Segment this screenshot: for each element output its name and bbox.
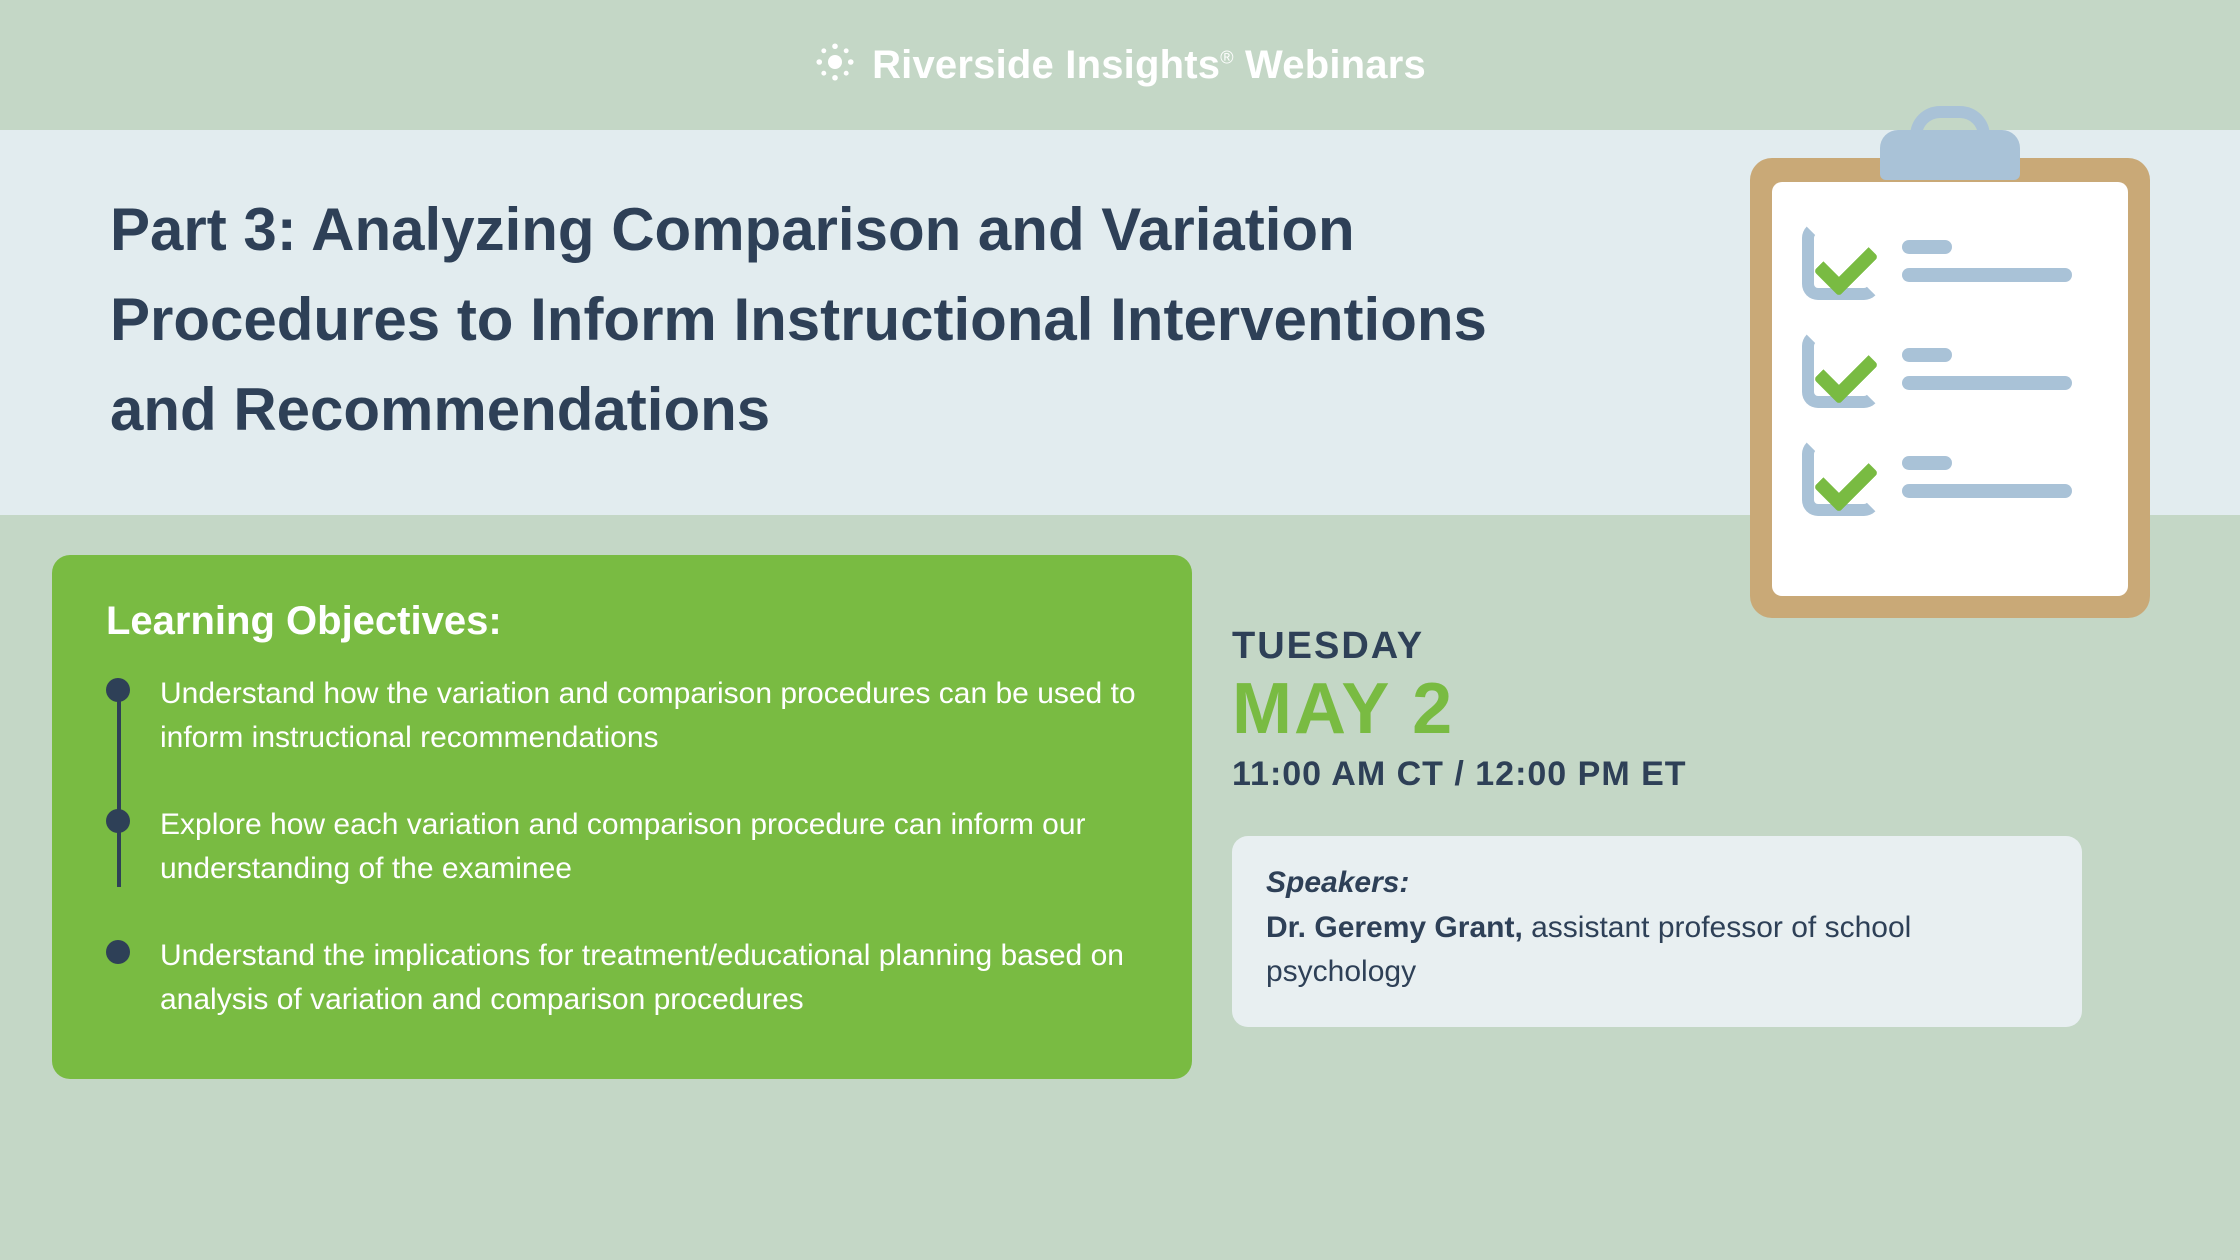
speaker-line: Dr. Geremy Grant, assistant professor of… (1266, 906, 2048, 993)
bullet-dot-icon (106, 678, 130, 702)
checklist-lines (1902, 348, 2098, 390)
objective-item: Understand the implications for treatmen… (160, 934, 1138, 1021)
checklist-row (1802, 330, 2098, 408)
speakers-card: Speakers: Dr. Geremy Grant, assistant pr… (1232, 836, 2082, 1027)
objective-text: Understand how the variation and compari… (160, 677, 1136, 754)
objectives-list: Understand how the variation and compari… (106, 672, 1138, 1021)
checkmark-icon (1820, 432, 1890, 502)
checkmark-icon (1820, 324, 1890, 394)
speaker-name: Dr. Geremy Grant, (1266, 911, 1523, 944)
checklist-lines (1902, 240, 2098, 282)
header: Riverside Insights® Webinars (0, 0, 2240, 130)
brand-registered: ® (1220, 47, 1233, 67)
schedule-date: MAY 2 (1232, 670, 2188, 749)
objectives-heading: Learning Objectives: (106, 599, 1138, 644)
checkbox-icon (1802, 438, 1880, 516)
bullet-dot-icon (106, 809, 130, 833)
schedule-day: TUESDAY (1232, 625, 2188, 668)
objective-text: Explore how each variation and compariso… (160, 808, 1086, 885)
bullet-dot-icon (106, 940, 130, 964)
page-title: Part 3: Analyzing Comparison and Variati… (110, 185, 1570, 455)
details-column: TUESDAY MAY 2 11:00 AM CT / 12:00 PM ET … (1232, 555, 2188, 1027)
schedule-time: 11:00 AM CT / 12:00 PM ET (1232, 755, 2188, 794)
sparkle-icon (814, 41, 856, 90)
checklist-lines (1902, 456, 2098, 498)
checkmark-icon (1820, 216, 1890, 286)
clipboard-paper (1772, 182, 2128, 596)
objective-item: Explore how each variation and compariso… (160, 803, 1138, 890)
brand-suffix: Webinars (1245, 43, 1426, 87)
objectives-connector-line (117, 684, 121, 887)
brand-company: Riverside Insights (872, 43, 1220, 87)
objectives-card: Learning Objectives: Understand how the … (52, 555, 1192, 1079)
objective-item: Understand how the variation and compari… (160, 672, 1138, 759)
clipboard-icon (1750, 130, 2150, 620)
checkbox-icon (1802, 222, 1880, 300)
checkbox-icon (1802, 330, 1880, 408)
checklist-row (1802, 222, 2098, 300)
clipboard-clip (1880, 130, 2020, 180)
brand-text: Riverside Insights® Webinars (872, 43, 1426, 88)
checklist-row (1802, 438, 2098, 516)
speakers-label: Speakers: (1266, 866, 2048, 900)
objective-text: Understand the implications for treatmen… (160, 939, 1124, 1016)
